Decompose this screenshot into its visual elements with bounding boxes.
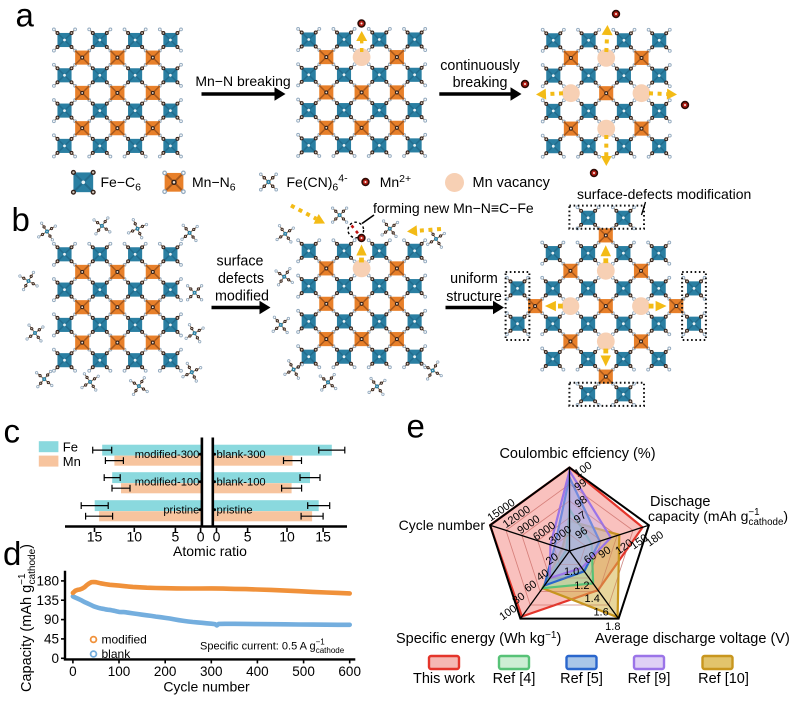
svg-text:1.4: 1.4 bbox=[585, 593, 600, 605]
svg-text:Mn: Mn bbox=[63, 454, 81, 469]
svg-text:blank-300: blank-300 bbox=[217, 449, 266, 461]
svg-text:90: 90 bbox=[596, 544, 613, 561]
svg-text:modified-300: modified-300 bbox=[135, 449, 200, 461]
svg-text:Mn−N6: Mn−N6 bbox=[192, 174, 236, 194]
svg-text:15: 15 bbox=[87, 529, 103, 545]
svg-text:surface-defects modification: surface-defects modification bbox=[577, 186, 751, 202]
svg-text:Fe−C6: Fe−C6 bbox=[101, 174, 142, 194]
svg-text:Mn vacancy: Mn vacancy bbox=[473, 175, 551, 191]
svg-text:40: 40 bbox=[535, 567, 552, 584]
svg-text:97: 97 bbox=[572, 509, 589, 526]
svg-text:500: 500 bbox=[292, 664, 315, 679]
svg-text:0: 0 bbox=[197, 529, 205, 545]
svg-text:Specific current: 0.5 A g−1cat: Specific current: 0.5 A g−1 cathode bbox=[200, 638, 345, 656]
svg-text:defects: defects bbox=[218, 271, 264, 287]
svg-text:c: c bbox=[4, 413, 21, 450]
svg-text:blank-100: blank-100 bbox=[217, 477, 266, 489]
svg-text:600: 600 bbox=[338, 664, 361, 679]
svg-text:200: 200 bbox=[154, 664, 177, 679]
svg-text:1.8: 1.8 bbox=[605, 621, 620, 633]
svg-text:capacity (mAh g−1cathode): capacity (mAh g−1 cathode) bbox=[648, 507, 788, 528]
svg-text:Specific energy (Wh kg−1): Specific energy (Wh kg−1) bbox=[396, 630, 561, 647]
svg-text:Ref [5]: Ref [5] bbox=[560, 671, 603, 687]
svg-text:b: b bbox=[12, 201, 30, 238]
svg-text:80: 80 bbox=[511, 590, 528, 607]
svg-text:pristine: pristine bbox=[163, 505, 199, 517]
svg-text:Fe: Fe bbox=[63, 440, 78, 455]
svg-text:Cycle number: Cycle number bbox=[399, 517, 486, 533]
svg-text:modified: modified bbox=[102, 633, 147, 647]
svg-text:20: 20 bbox=[544, 551, 561, 568]
svg-text:Ref [4]: Ref [4] bbox=[493, 671, 536, 687]
svg-text:60: 60 bbox=[522, 578, 539, 595]
svg-text:5: 5 bbox=[244, 529, 252, 545]
svg-text:blank: blank bbox=[102, 647, 132, 661]
svg-text:Cycle number: Cycle number bbox=[163, 679, 250, 695]
svg-text:Coulombic effciency (%): Coulombic effciency (%) bbox=[499, 446, 655, 462]
svg-text:modified-100: modified-100 bbox=[135, 477, 200, 489]
svg-text:d: d bbox=[3, 535, 21, 572]
svg-text:15: 15 bbox=[315, 529, 331, 545]
svg-text:Ref [9]: Ref [9] bbox=[628, 671, 671, 687]
svg-text:Ref [10]: Ref [10] bbox=[698, 671, 749, 687]
svg-text:continuously: continuously bbox=[440, 58, 520, 74]
svg-text:1.2: 1.2 bbox=[574, 580, 589, 592]
svg-text:300: 300 bbox=[200, 664, 223, 679]
svg-text:breaking: breaking bbox=[453, 75, 508, 91]
svg-text:uniform: uniform bbox=[450, 271, 498, 287]
svg-text:surface: surface bbox=[217, 254, 264, 270]
svg-text:90: 90 bbox=[44, 612, 59, 627]
svg-text:1.0: 1.0 bbox=[564, 566, 579, 578]
svg-text:Mn−N breaking: Mn−N breaking bbox=[195, 73, 290, 89]
svg-text:10: 10 bbox=[279, 529, 295, 545]
svg-text:135: 135 bbox=[36, 593, 59, 608]
svg-text:0: 0 bbox=[69, 664, 77, 679]
svg-text:e: e bbox=[407, 408, 425, 445]
svg-text:96: 96 bbox=[573, 525, 590, 542]
svg-text:400: 400 bbox=[246, 664, 269, 679]
svg-text:a: a bbox=[16, 0, 35, 34]
svg-text:180: 180 bbox=[36, 574, 59, 589]
svg-text:0: 0 bbox=[213, 529, 221, 545]
svg-text:pristine: pristine bbox=[217, 505, 253, 517]
svg-text:Atomic ratio: Atomic ratio bbox=[173, 543, 247, 559]
svg-text:forming new Mn−N≡C−Fe: forming new Mn−N≡C−Fe bbox=[373, 200, 534, 216]
svg-text:Average discharge voltage (V): Average discharge voltage (V) bbox=[595, 631, 790, 647]
svg-text:100: 100 bbox=[108, 664, 131, 679]
svg-text:60: 60 bbox=[582, 550, 599, 567]
svg-text:10: 10 bbox=[127, 529, 143, 545]
svg-text:98: 98 bbox=[573, 494, 590, 511]
svg-text:45: 45 bbox=[44, 632, 59, 647]
svg-text:Dischage: Dischage bbox=[650, 494, 710, 510]
svg-text:1.6: 1.6 bbox=[593, 607, 608, 619]
svg-text:modified: modified bbox=[215, 289, 269, 305]
svg-text:99: 99 bbox=[572, 477, 589, 494]
svg-text:0: 0 bbox=[51, 651, 59, 666]
svg-text:5: 5 bbox=[172, 529, 180, 545]
svg-text:Capacity (mAh g−1cathode): Capacity (mAh g−1cathode) bbox=[17, 544, 38, 692]
svg-text:structure: structure bbox=[446, 289, 502, 305]
svg-text:This work: This work bbox=[413, 671, 476, 687]
